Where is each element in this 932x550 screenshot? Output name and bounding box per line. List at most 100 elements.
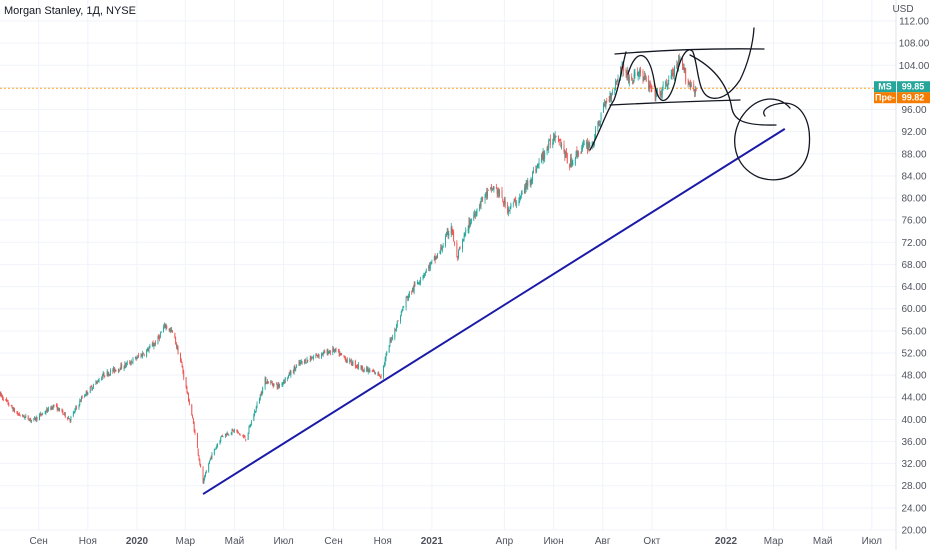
candle xyxy=(35,417,36,422)
candle xyxy=(578,150,579,158)
candle xyxy=(450,223,452,238)
candle xyxy=(271,380,273,386)
candle xyxy=(315,353,317,359)
candle xyxy=(146,348,148,358)
candle xyxy=(76,405,77,410)
candle xyxy=(165,323,167,331)
x-tick-label: Май xyxy=(813,536,833,547)
candle xyxy=(260,391,262,396)
candle xyxy=(204,474,206,481)
candle xyxy=(114,368,116,373)
candle xyxy=(307,359,309,363)
candle xyxy=(290,370,292,378)
candle xyxy=(250,423,252,428)
candle xyxy=(538,158,540,169)
candle xyxy=(300,359,302,365)
candle xyxy=(22,414,24,418)
candle xyxy=(225,432,227,437)
candle xyxy=(288,374,289,379)
candle xyxy=(152,340,154,347)
candle xyxy=(125,362,127,369)
candle xyxy=(569,163,571,171)
candle xyxy=(148,345,150,353)
candle xyxy=(559,139,561,142)
candle xyxy=(261,390,263,397)
candle xyxy=(390,337,392,343)
candle xyxy=(650,83,652,93)
candle xyxy=(386,350,388,356)
candle xyxy=(272,383,274,389)
candle xyxy=(294,364,296,372)
candle xyxy=(51,405,53,411)
candle xyxy=(467,225,469,234)
candle xyxy=(23,414,25,419)
candle xyxy=(424,272,426,278)
candle xyxy=(391,334,393,341)
candle xyxy=(611,89,613,96)
candle xyxy=(104,375,106,378)
trendline[interactable] xyxy=(202,128,786,495)
candle xyxy=(57,407,59,411)
candle xyxy=(93,383,94,390)
candle xyxy=(553,133,555,142)
price-tag-value-bg xyxy=(897,81,930,93)
y-tick-label: 32.00 xyxy=(901,459,926,470)
candle xyxy=(292,369,294,374)
candle xyxy=(267,378,268,385)
candle xyxy=(530,176,532,188)
candle xyxy=(197,448,199,457)
candle xyxy=(346,357,348,364)
candle xyxy=(310,355,312,362)
candle xyxy=(546,146,548,156)
candle xyxy=(603,98,605,107)
candle xyxy=(586,138,588,155)
candle xyxy=(194,429,196,436)
candle xyxy=(429,262,430,272)
candle xyxy=(266,381,268,384)
candle xyxy=(271,380,272,384)
candle xyxy=(345,356,347,363)
candle xyxy=(67,416,69,421)
candle xyxy=(642,69,644,84)
candle xyxy=(137,354,139,359)
candle xyxy=(688,80,690,85)
candle xyxy=(352,359,354,367)
candle xyxy=(306,356,308,364)
candle xyxy=(626,70,628,81)
candle xyxy=(186,385,188,394)
candle xyxy=(163,322,165,329)
candle xyxy=(101,376,102,381)
candle xyxy=(400,310,402,317)
candle xyxy=(682,56,683,70)
candle xyxy=(665,78,667,87)
candle xyxy=(73,411,75,414)
candle xyxy=(249,424,251,428)
candle xyxy=(351,361,353,367)
candle xyxy=(296,364,297,368)
candle xyxy=(408,290,410,298)
candle xyxy=(582,139,584,148)
candle xyxy=(478,203,480,212)
candle xyxy=(666,83,668,91)
candle xyxy=(328,351,330,355)
candle xyxy=(504,197,506,209)
candle xyxy=(628,74,630,87)
candle xyxy=(577,150,579,159)
price-tag-symbol: MS xyxy=(878,82,892,92)
candle xyxy=(19,414,21,417)
candle xyxy=(487,187,488,200)
candle xyxy=(418,282,420,284)
candle xyxy=(267,381,269,384)
candle xyxy=(536,163,538,169)
candle xyxy=(7,399,9,406)
candle xyxy=(259,394,261,401)
drawing-channel-bottom xyxy=(609,99,741,106)
candle xyxy=(157,335,159,345)
candle xyxy=(395,328,397,332)
candle xyxy=(457,255,459,262)
candle xyxy=(273,383,275,387)
y-tick-label: 84.00 xyxy=(901,171,926,182)
candle xyxy=(344,356,346,360)
